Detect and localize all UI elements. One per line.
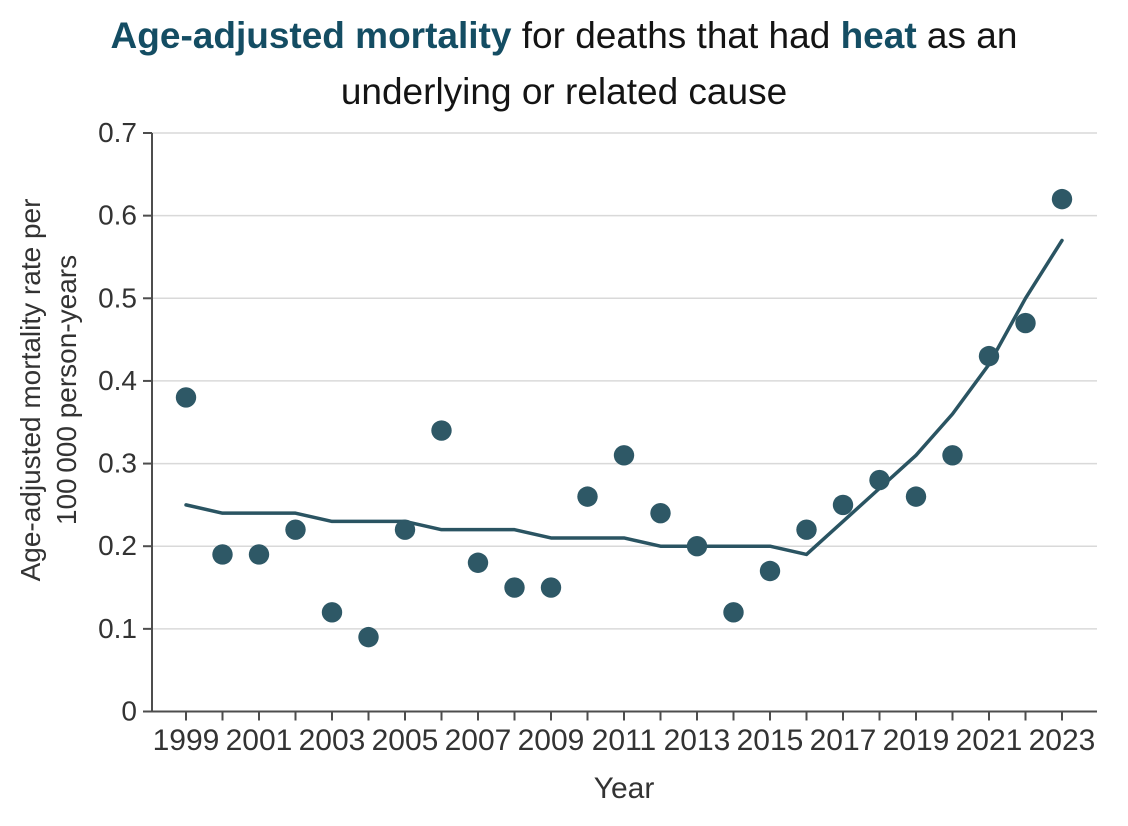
data-point <box>540 577 562 598</box>
data-point <box>467 552 489 573</box>
data-point <box>1015 312 1036 334</box>
x-tick-label: 2001 <box>226 724 293 757</box>
y-tick-label: 0.1 <box>98 613 137 644</box>
chart-title-line-1: Age-adjusted mortality for deaths that h… <box>0 8 1128 64</box>
x-tick-label: 2015 <box>737 724 804 757</box>
data-point <box>321 602 343 623</box>
y-tick-label: 0.2 <box>98 530 137 561</box>
chart-title-line-2: underlying or related cause <box>0 64 1128 120</box>
x-tick-label: 2019 <box>883 724 950 757</box>
data-point <box>394 519 416 540</box>
data-point <box>358 626 379 648</box>
data-point <box>869 469 890 491</box>
data-point <box>650 502 671 524</box>
y-tick-label: 0.7 <box>98 117 137 148</box>
title-text: for deaths that had <box>511 15 841 56</box>
x-tick-label: 2017 <box>810 724 877 757</box>
data-series-group <box>175 188 1073 648</box>
chart-title: Age-adjusted mortality for deaths that h… <box>0 8 1128 120</box>
data-point <box>577 486 598 507</box>
x-tick-label: 2011 <box>592 724 657 757</box>
y-tick-label: 0.3 <box>98 448 137 479</box>
data-point <box>942 445 963 466</box>
data-point <box>431 420 452 441</box>
gridlines-group <box>152 132 1097 630</box>
data-point <box>285 519 306 540</box>
data-point <box>832 494 854 516</box>
data-point <box>504 577 525 598</box>
title-accent-text: heat <box>840 15 917 56</box>
data-point <box>759 560 781 582</box>
data-point <box>905 486 927 507</box>
data-point <box>686 536 708 557</box>
x-tick-label: 2023 <box>1029 724 1096 757</box>
data-point <box>212 544 233 565</box>
data-point <box>723 602 744 623</box>
x-tick-label: 1999 <box>153 724 220 757</box>
x-tick-label: 2005 <box>372 724 439 757</box>
data-point <box>248 544 270 565</box>
x-axis-label: Year <box>594 772 655 805</box>
y-tick-label: 0.4 <box>98 365 137 396</box>
y-tick-label: 0 <box>121 696 137 727</box>
x-tick-label: 2021 <box>956 724 1023 757</box>
x-tick-label: 2003 <box>299 724 366 757</box>
trend-line <box>184 238 1064 557</box>
data-point <box>1051 188 1073 210</box>
y-tick-label: 0.6 <box>98 200 137 231</box>
title-text: as an <box>916 15 1018 56</box>
y-tick-label: 0.5 <box>98 282 137 313</box>
data-point <box>613 445 635 466</box>
x-tick-label: 2009 <box>518 724 585 757</box>
y-axis-label-line2: 100 000 person-years <box>51 255 82 525</box>
data-point <box>978 345 1000 367</box>
title-accent-text: Age-adjusted mortality <box>110 15 512 56</box>
title-text: underlying or related cause <box>340 71 788 113</box>
x-tick-label: 2007 <box>445 724 512 757</box>
data-point <box>175 387 197 408</box>
x-tick-label: 2013 <box>664 724 731 757</box>
y-axis-label-line1: Age-adjusted mortality rate per <box>15 199 46 582</box>
data-point <box>796 519 817 540</box>
